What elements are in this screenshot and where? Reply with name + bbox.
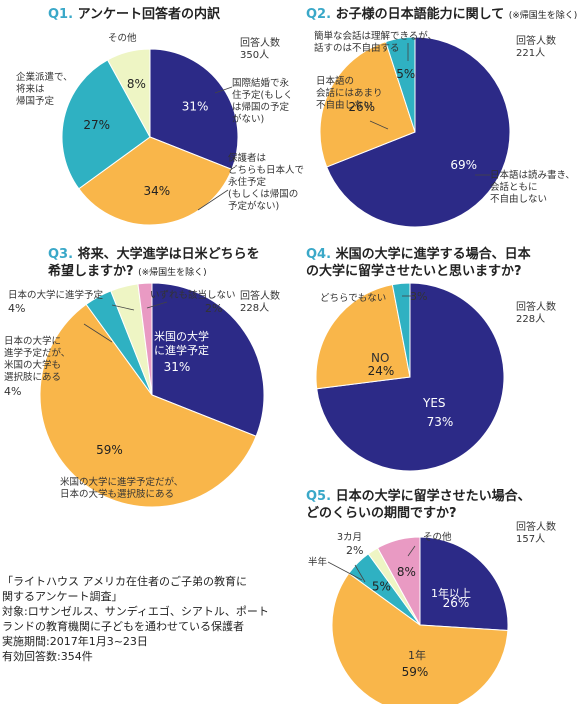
q2-pie-chart: 69% 26% 5% — [319, 36, 511, 228]
q5-label-ichinen: 1年 — [408, 649, 426, 662]
q3-label-nihon: 日本の大学に進学予定 — [8, 290, 104, 301]
q5-title-l1: 日本の大学に留学させたい場合、 — [335, 489, 531, 504]
pie-value-label: 26% — [348, 100, 375, 114]
q2-label-kantan: 簡単な会話は理解できるが、 話すのは不自由する — [314, 31, 438, 54]
pie-slice — [391, 282, 411, 378]
pie-slice — [326, 36, 511, 228]
q3-number: Q3. — [48, 247, 74, 262]
q3-pie-chart: 59% 31% — [39, 282, 265, 508]
q5-label-hantoshi: 半年 — [308, 557, 328, 568]
q2-label-yomikaki: 日本語は読み書き、 会話ともに 不自由しない — [490, 170, 575, 205]
q5-respondents: 回答人数 157人 — [516, 522, 556, 545]
q5-number: Q5. — [306, 489, 332, 504]
survey-source-note: 「ライトハウス アメリカ在住者のご子弟の教育に 関するアンケート調査」 対象:ロ… — [2, 575, 269, 663]
q3-respondents: 回答人数 228人 — [240, 291, 280, 314]
q5-title: Q5. 日本の大学に留学させたい場合、 どのくらいの期間ですか? — [306, 488, 531, 522]
pie-value-label: 59% — [402, 665, 429, 679]
q3-note: (※帰国生を除く) — [138, 268, 207, 278]
q3-title: Q3. 将来、大学進学は日米どちらを 希望しますか? (※帰国生を除く) — [48, 246, 260, 282]
pie-slice — [78, 136, 233, 226]
pie-slice — [319, 41, 416, 168]
q2-title: Q2. お子様の日本語能力に関して (※帰国生を除く) — [306, 6, 577, 25]
q5-label-ichinen-ijou: 1年以上 — [431, 587, 471, 600]
q3-label-nichibei: 日本の大学に 進学予定だが、 米国の大学も 選択肢にある — [4, 336, 71, 383]
q3-label-nihon-pct: 4% — [8, 302, 26, 315]
q4-title-l2: の大学に留学させたいと思いますか? — [306, 264, 522, 279]
q3-title-l2: 希望しますか? — [48, 264, 134, 279]
pie-slice — [106, 48, 151, 138]
q2-number: Q2. — [306, 7, 332, 22]
pie-slice — [149, 48, 239, 171]
q1-label-kigyou: 企業派遣で、 将来は 帰国予定 — [16, 72, 73, 107]
q1-respondents: 回答人数 350人 — [240, 38, 280, 61]
q4-respondents: 回答人数 228人 — [516, 302, 556, 325]
leader-line — [111, 304, 135, 311]
pie-slice — [331, 572, 509, 704]
q5-label-sankagetsu: 3カ月 — [337, 532, 363, 543]
q4-label-yes: YES — [423, 396, 446, 410]
pie-slice — [315, 284, 411, 390]
q5-label-sankagetsu-pct: 2% — [346, 544, 364, 557]
q4-pie-chart: 24% 73% — [315, 282, 505, 472]
leader-line — [407, 545, 416, 557]
pie-slice — [61, 59, 151, 190]
pie-value-label: 8% — [397, 565, 416, 579]
q4-title-l1: 米国の大学に進学する場合、日本 — [335, 247, 531, 262]
q1-label-sonota: その他 — [108, 33, 137, 44]
pie-value-label: 5% — [396, 67, 415, 81]
q1-number: Q1. — [48, 7, 74, 22]
q2-label-amari: 日本語の 会話にはあまり 不自由しない — [316, 76, 383, 111]
pie-slice — [39, 303, 257, 508]
leader-line — [146, 301, 168, 309]
q4-label-dochira: どちらでもない — [320, 293, 387, 304]
q1-title: Q1. アンケート回答者の内訳 — [48, 6, 220, 23]
q5-label-sonota: その他 — [423, 532, 452, 543]
q2-title-text: お子様の日本語能力に関して — [335, 7, 505, 22]
leader-line — [214, 86, 233, 94]
pie-slice — [137, 282, 153, 396]
pie-value-label: 69% — [450, 158, 477, 172]
q4-label-no: NO — [371, 351, 390, 365]
pie-value-label: 5% — [372, 579, 391, 593]
q4-label-dochira-pct: 3% — [410, 290, 428, 303]
q3-label-izure-pct: 2% — [205, 302, 223, 315]
q2-respondents: 回答人数 221人 — [516, 36, 556, 59]
q3-label-izure: いずれも該当しない — [150, 290, 236, 301]
pie-value-label: 24% — [368, 364, 395, 378]
pie-value-label: 31% — [164, 360, 191, 374]
pie-value-label: 73% — [427, 415, 454, 429]
q1-label-hogosha: 保護者は どちらも日本人で 永住予定 (もしくは帰国の 予定がない) — [228, 153, 305, 212]
q2-note: (※帰国生を除く) — [508, 11, 578, 21]
pie-value-label: 59% — [96, 443, 123, 457]
q4-title: Q4. 米国の大学に進学する場合、日本 の大学に留学させたいと思いますか? — [306, 246, 531, 280]
pie-slice — [419, 536, 509, 632]
q3-label-beikoku-dual: 米国の大学に進学予定だが、 日本の大学も選択肢にある — [60, 477, 184, 500]
pie-value-label: 27% — [83, 118, 110, 132]
leader-line — [369, 120, 389, 130]
pie-value-label: 8% — [127, 77, 146, 91]
pie-value-label: 34% — [144, 184, 171, 198]
pie-slice — [376, 536, 421, 626]
pie-value-label: 31% — [182, 99, 209, 113]
leader-line — [83, 323, 113, 343]
q3-label-beikoku-in: 米国の大学 に進学予定 — [154, 330, 209, 357]
leader-line — [197, 189, 229, 211]
q5-title-l2: どのくらいの期間ですか? — [306, 506, 457, 521]
pie-slice — [151, 282, 265, 437]
q1-title-text: アンケート回答者の内訳 — [77, 7, 221, 22]
leader-line — [327, 561, 363, 581]
q4-number: Q4. — [306, 247, 332, 262]
q1-label-kokusai: 国際結婚で永 住予定(もしく は帰国の予定 がない) — [232, 78, 293, 125]
q3-label-nichibei-pct: 4% — [4, 385, 22, 398]
leader-line — [354, 564, 366, 583]
q1-pie-chart: 31% 34% 27% 8% — [61, 48, 239, 226]
q3-title-l1: 将来、大学進学は日米どちらを — [77, 247, 260, 262]
pie-value-label: 26% — [443, 596, 470, 610]
q5-pie-chart: 5% 8% 26% 59% — [327, 536, 509, 704]
